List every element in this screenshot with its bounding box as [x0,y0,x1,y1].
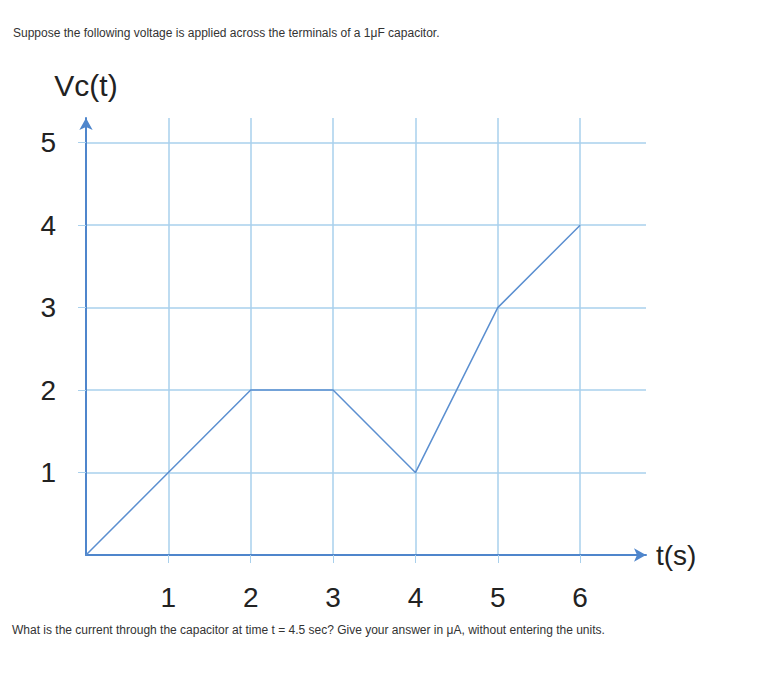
svg-text:3: 3 [325,582,341,613]
svg-text:Vc(t): Vc(t) [54,69,117,102]
svg-text:5: 5 [40,127,56,158]
svg-text:4: 4 [408,582,424,613]
svg-text:What is the current through th: What is the current through the capacito… [12,623,605,637]
svg-text:1: 1 [40,457,56,488]
svg-text:1: 1 [161,582,177,613]
svg-text:4: 4 [40,210,56,241]
svg-text:5: 5 [490,582,506,613]
svg-text:3: 3 [40,292,56,323]
svg-text:2: 2 [40,375,56,406]
svg-text:t(s): t(s) [656,540,696,571]
svg-text:2: 2 [243,582,259,613]
svg-text:6: 6 [572,582,588,613]
svg-text:Suppose the following voltage: Suppose the following voltage is applied… [13,26,440,40]
